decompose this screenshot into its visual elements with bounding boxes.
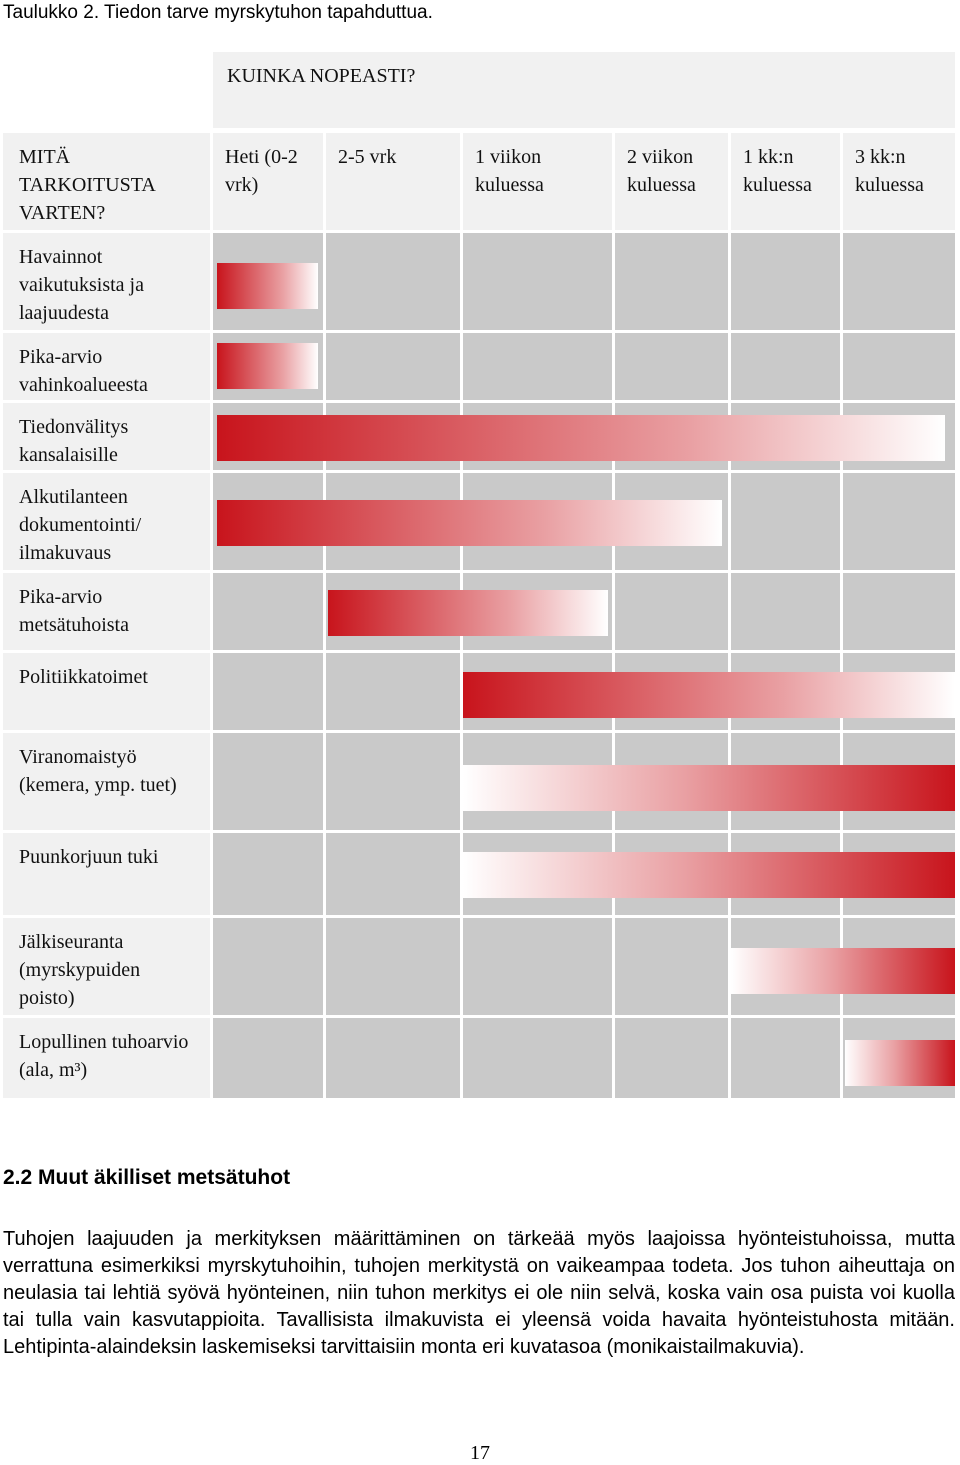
table-cell [463, 1018, 612, 1098]
row-label: Pika-arvio metsätuhoista [3, 573, 210, 650]
table-cell [731, 333, 840, 400]
table-cell [463, 233, 612, 330]
row-label: Tiedonvälitys kansalaisille [3, 403, 210, 470]
column-header: 3 kk:n kuluessa [843, 133, 955, 230]
table-title: KUINKA NOPEASTI? [213, 52, 955, 128]
row-label: Viranomaistyö (kemera, ymp. tuet) [3, 733, 210, 830]
table-cell [615, 918, 728, 1015]
timeline-bar [731, 948, 955, 994]
timeline-bar [217, 263, 318, 309]
page-number: 17 [470, 1442, 490, 1464]
table-cell [213, 918, 323, 1015]
table-cell [326, 918, 460, 1015]
row-label: Lopullinen tuhoarvio (ala, m³) [3, 1018, 210, 1098]
timeline-bar [463, 672, 955, 718]
timeline-bar [845, 1040, 955, 1086]
table-cell [463, 918, 612, 1015]
table-cell [615, 233, 728, 330]
table-cell [213, 573, 323, 650]
timeline-bar [217, 343, 318, 389]
table-cell [731, 1018, 840, 1098]
table-cell [326, 733, 460, 830]
table-cell [213, 653, 323, 730]
row-label: Jälkiseuranta (myrskypuiden poisto) [3, 918, 210, 1015]
table-cell [843, 333, 955, 400]
table-cell [326, 1018, 460, 1098]
row-label: Pika-arvio vahinkoalueesta [3, 333, 210, 400]
timeline-bar [217, 415, 945, 461]
table-cell [615, 333, 728, 400]
table-cell [843, 573, 955, 650]
table-cell [615, 573, 728, 650]
table-cell [326, 653, 460, 730]
table-cell [843, 233, 955, 330]
table-cell [731, 573, 840, 650]
column-header: Heti (0-2 vrk) [213, 133, 323, 230]
table-cell [731, 473, 840, 570]
column-header: 2-5 vrk [326, 133, 460, 230]
table-cell [463, 333, 612, 400]
row-label: Politiikkatoimet [3, 653, 210, 730]
table-cell [843, 473, 955, 570]
column-header: 1 viikon kuluessa [463, 133, 612, 230]
column-header: 1 kk:n kuluessa [731, 133, 840, 230]
column-header: 2 viikon kuluessa [615, 133, 728, 230]
timeline-bar [328, 590, 608, 636]
row-label: Havainnot vaikutuksista ja laajuudesta [3, 233, 210, 330]
table-cell [326, 833, 460, 915]
caption: Taulukko 2. Tiedon tarve myrskytuhon tap… [3, 2, 433, 23]
row-label: Alkutilanteen dokumentointi/ ilmakuvaus [3, 473, 210, 570]
row-label: Puunkorjuun tuki [3, 833, 210, 915]
timeline-bar [463, 852, 955, 898]
section-heading: 2.2 Muut äkilliset metsätuhot [3, 1166, 291, 1189]
table-cell [326, 333, 460, 400]
table-cell [213, 1018, 323, 1098]
timeline-bar [463, 765, 955, 811]
paragraph: Tuhojen laajuuden ja merkityksen määritt… [3, 1228, 955, 1358]
timeline-bar [217, 500, 722, 546]
table-cell [731, 233, 840, 330]
table-cell [213, 733, 323, 830]
corner-header: MITÄ TARKOITUSTA VARTEN? [3, 133, 210, 230]
table-cell [326, 233, 460, 330]
table-cell [615, 1018, 728, 1098]
table-cell [213, 833, 323, 915]
